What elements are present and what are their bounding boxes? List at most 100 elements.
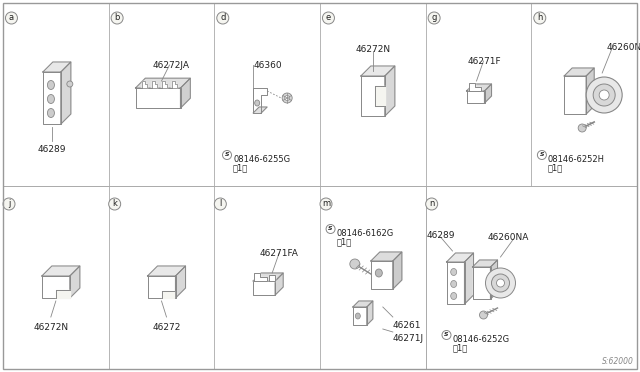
Text: 46271J: 46271J (393, 334, 424, 343)
Text: m: m (322, 199, 330, 208)
Ellipse shape (47, 109, 54, 118)
Text: 46289: 46289 (426, 231, 455, 240)
Circle shape (442, 330, 451, 340)
Ellipse shape (47, 80, 54, 90)
Text: k: k (112, 199, 117, 208)
Circle shape (223, 151, 232, 160)
Text: h: h (537, 13, 543, 22)
Polygon shape (472, 267, 490, 299)
Circle shape (428, 12, 440, 24)
Polygon shape (490, 260, 497, 299)
Text: 46289: 46289 (38, 145, 66, 154)
Text: S: S (225, 153, 229, 157)
Circle shape (538, 151, 547, 160)
Ellipse shape (451, 280, 457, 288)
Circle shape (320, 198, 332, 210)
Circle shape (479, 311, 488, 319)
Circle shape (586, 77, 622, 113)
Text: （1）: （1） (548, 163, 563, 172)
Polygon shape (43, 72, 61, 124)
Text: S: S (444, 333, 449, 337)
Polygon shape (353, 301, 373, 307)
Polygon shape (353, 307, 367, 325)
Text: 08146-6252H: 08146-6252H (548, 155, 605, 164)
Polygon shape (159, 81, 166, 88)
Polygon shape (367, 301, 373, 325)
Circle shape (111, 12, 123, 24)
Text: 46272N: 46272N (355, 45, 390, 54)
Polygon shape (254, 273, 267, 281)
Polygon shape (253, 281, 275, 295)
Text: a: a (9, 13, 14, 22)
Circle shape (593, 84, 615, 106)
Text: S: S (540, 153, 544, 157)
Text: 46271FA: 46271FA (260, 249, 299, 258)
Polygon shape (42, 266, 80, 276)
Text: 46271F: 46271F (468, 57, 501, 66)
Text: 46261: 46261 (393, 321, 421, 330)
Text: 46360: 46360 (253, 61, 282, 70)
Text: （1）: （1） (452, 343, 468, 352)
Text: e: e (326, 13, 331, 22)
Polygon shape (371, 252, 402, 261)
Polygon shape (467, 84, 492, 91)
Circle shape (534, 12, 546, 24)
Ellipse shape (375, 269, 382, 277)
Circle shape (578, 124, 586, 132)
Polygon shape (253, 88, 267, 113)
Circle shape (599, 90, 609, 100)
Text: j: j (8, 199, 10, 208)
Circle shape (214, 198, 227, 210)
Circle shape (350, 259, 360, 269)
Circle shape (67, 81, 73, 87)
Polygon shape (150, 81, 157, 88)
Ellipse shape (451, 292, 457, 299)
Text: 46260NA: 46260NA (488, 233, 529, 242)
Polygon shape (385, 66, 395, 116)
Text: 08146-6255G: 08146-6255G (233, 155, 290, 164)
Ellipse shape (451, 269, 457, 276)
Polygon shape (170, 81, 177, 88)
Polygon shape (175, 266, 186, 298)
Polygon shape (180, 78, 190, 108)
Polygon shape (484, 84, 492, 103)
Polygon shape (275, 273, 283, 295)
Circle shape (497, 279, 504, 287)
Circle shape (323, 12, 335, 24)
Text: （1）: （1） (337, 237, 352, 246)
Text: n: n (429, 199, 435, 208)
Polygon shape (371, 261, 393, 289)
Polygon shape (447, 253, 474, 262)
Ellipse shape (47, 94, 54, 103)
Polygon shape (269, 275, 275, 281)
Polygon shape (361, 66, 395, 76)
Polygon shape (140, 81, 147, 88)
Polygon shape (253, 273, 283, 281)
Polygon shape (586, 68, 594, 114)
Circle shape (326, 224, 335, 234)
Circle shape (492, 274, 509, 292)
Polygon shape (56, 290, 70, 298)
Circle shape (285, 96, 290, 100)
Ellipse shape (255, 100, 260, 106)
Ellipse shape (355, 313, 360, 319)
Circle shape (109, 198, 121, 210)
Polygon shape (468, 83, 481, 91)
Polygon shape (465, 253, 474, 304)
Polygon shape (361, 76, 385, 116)
Polygon shape (147, 276, 175, 298)
Polygon shape (472, 260, 497, 267)
Polygon shape (136, 78, 190, 88)
Polygon shape (61, 62, 71, 124)
Polygon shape (564, 68, 594, 76)
Polygon shape (375, 86, 385, 106)
Text: 08146-6252G: 08146-6252G (452, 335, 509, 344)
Polygon shape (43, 62, 71, 72)
Text: S:62000: S:62000 (602, 357, 634, 366)
Polygon shape (161, 291, 173, 298)
Text: （1）: （1） (233, 163, 248, 172)
Polygon shape (136, 88, 180, 108)
Polygon shape (147, 266, 186, 276)
Text: S: S (328, 227, 333, 231)
Polygon shape (393, 252, 402, 289)
